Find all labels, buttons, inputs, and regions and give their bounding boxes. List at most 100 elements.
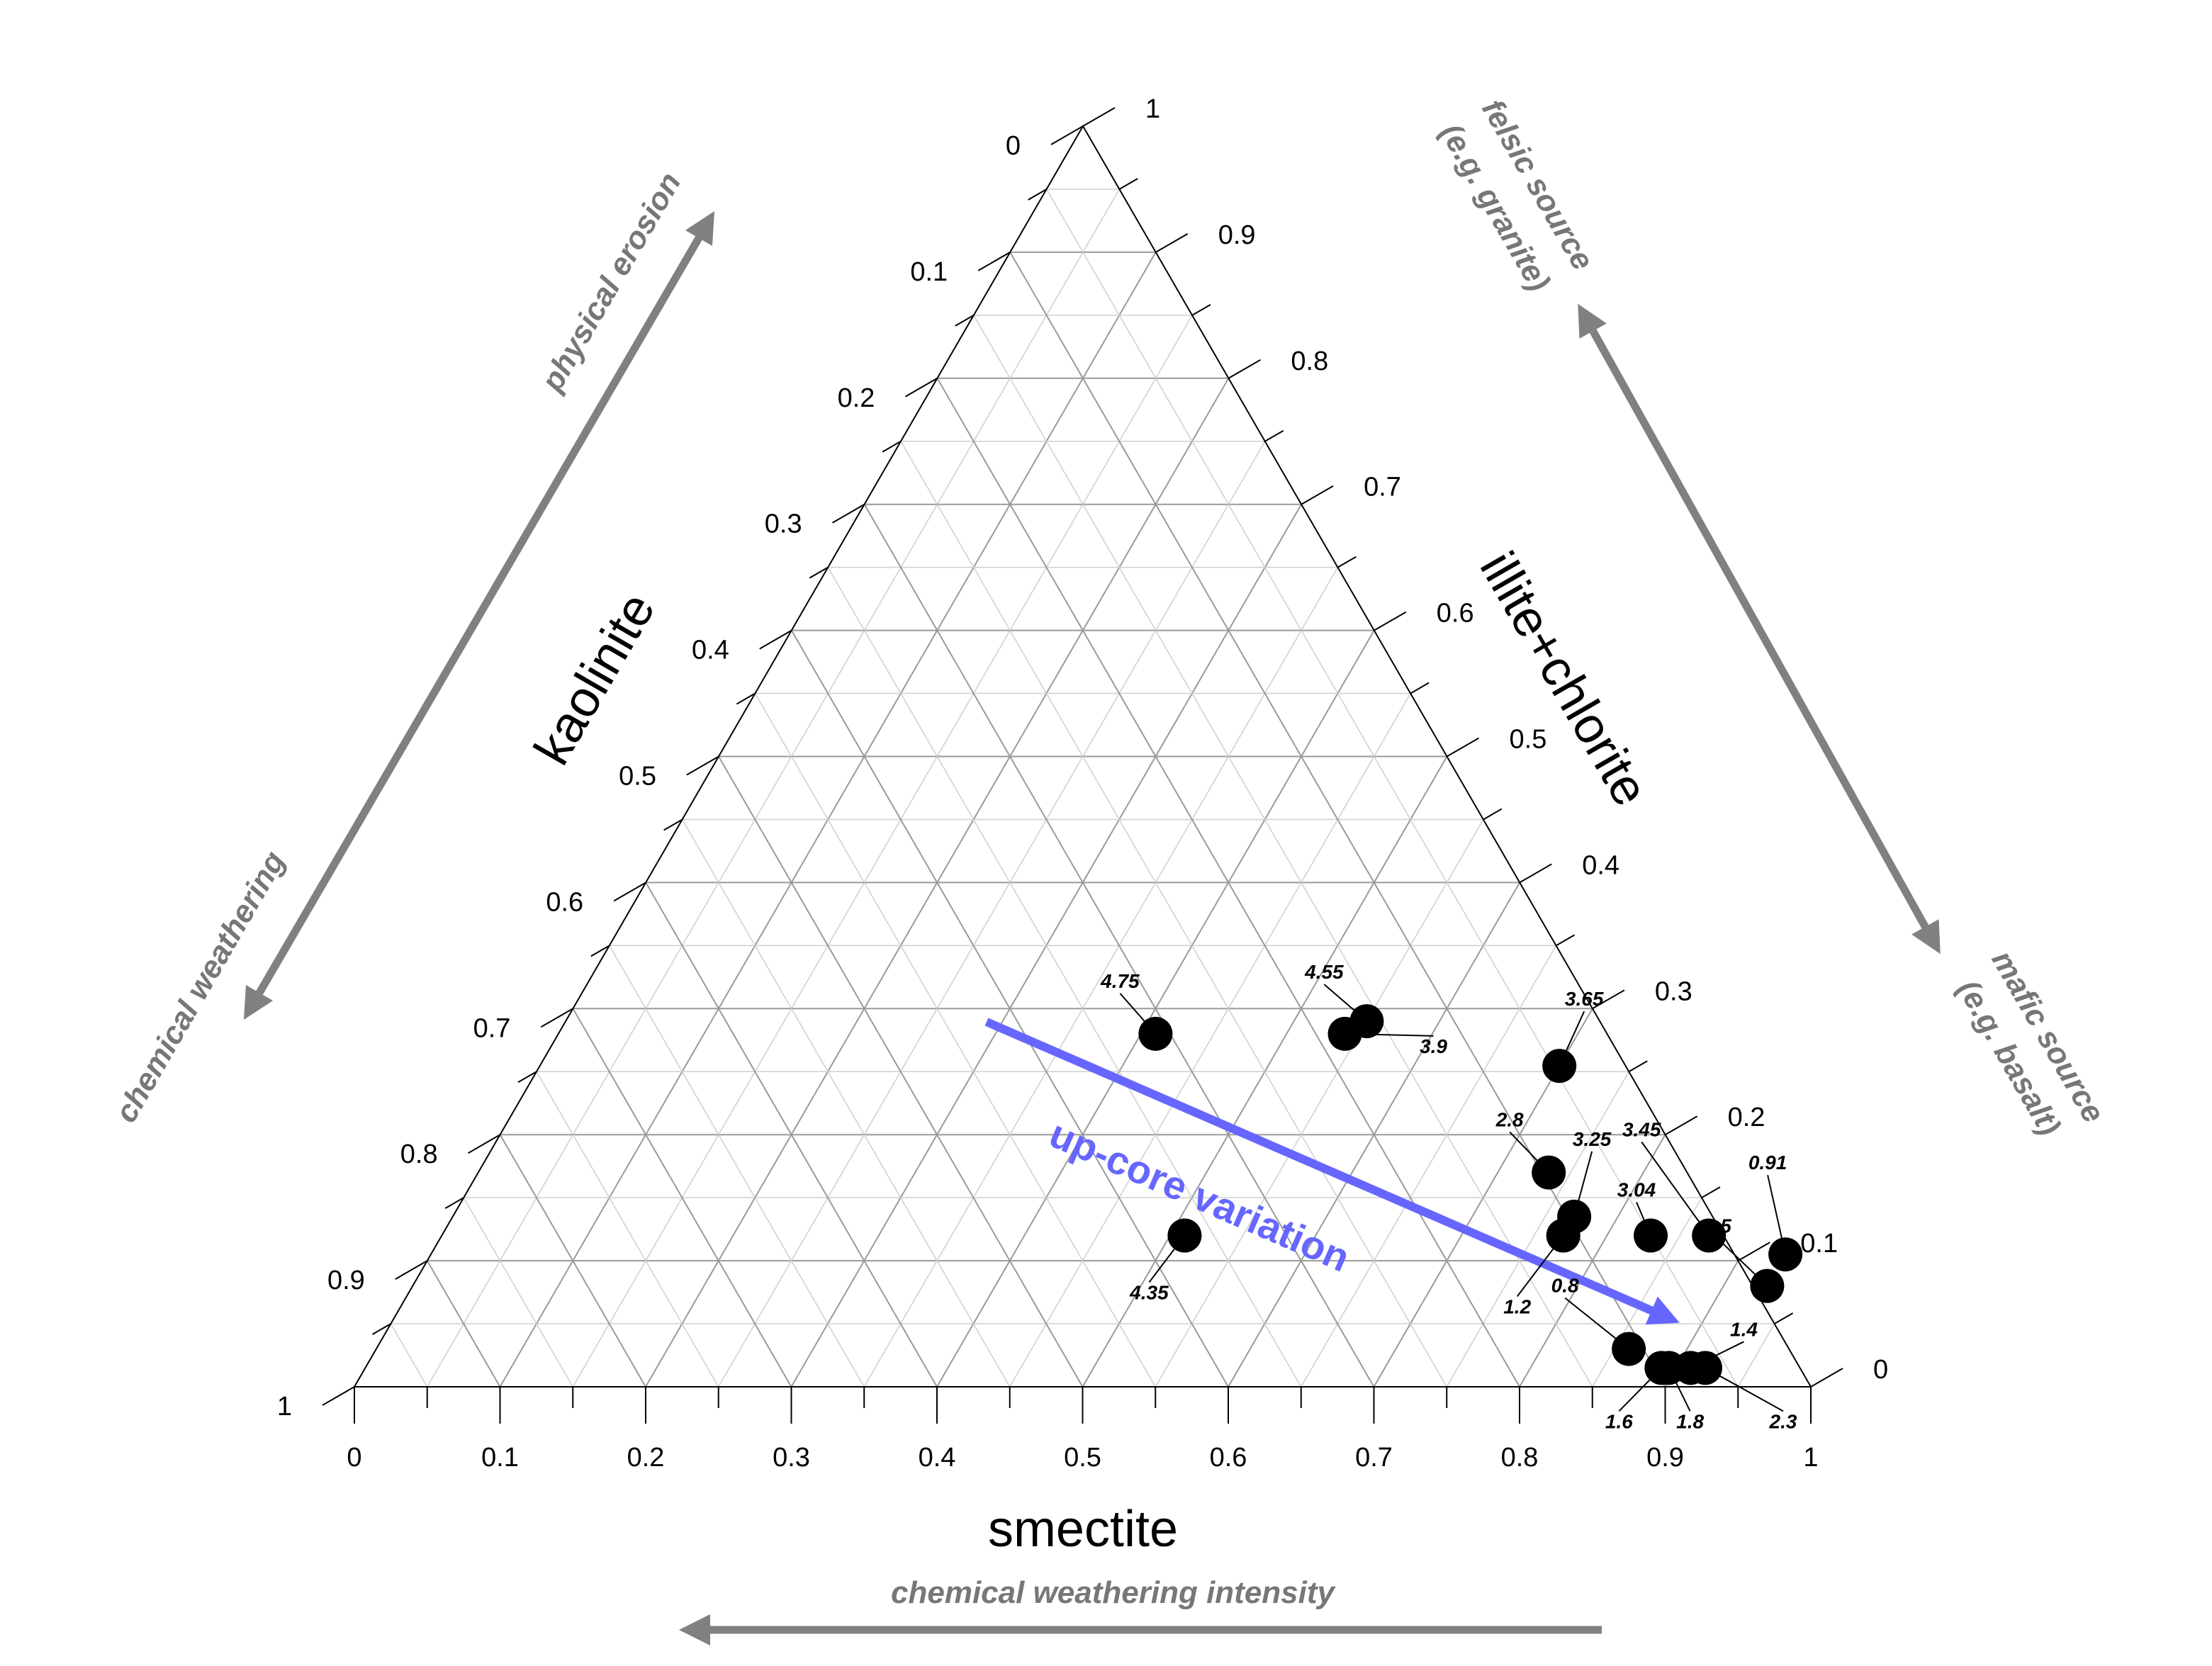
data-point-label: 1.6: [1605, 1410, 1633, 1432]
tick-illite-chlorite: [1665, 1115, 1698, 1136]
grid-line: [827, 567, 1302, 1388]
tick-label-kaolinite: 0: [1006, 131, 1021, 161]
grid-line: [390, 1323, 428, 1388]
grid-line: [1446, 1071, 1629, 1388]
grid-line: [463, 1197, 573, 1388]
tick-illite-chlorite: [1592, 989, 1625, 1010]
axis-title-illite-chlorite: illite+chlorite: [1469, 543, 1659, 816]
data-point-label: 3.9: [1420, 1035, 1447, 1057]
tick-label-kaolinite: 1: [277, 1392, 292, 1422]
tick-label-kaolinite: 0.3: [765, 510, 802, 539]
tick-kaolinite: [759, 629, 792, 650]
tick-label-kaolinite: 0.5: [619, 762, 656, 792]
tick-illite-chlorite: [1410, 682, 1430, 694]
grid-line: [1045, 188, 1739, 1388]
tick-label-smectite: 0.4: [919, 1443, 956, 1473]
grid-line: [572, 1008, 792, 1388]
tick-kaolinite: [1050, 125, 1084, 145]
data-point-label: 4.55: [1304, 961, 1344, 983]
data-point-label: 2.5: [1703, 1215, 1731, 1237]
tick-label-smectite: 0.2: [627, 1443, 665, 1473]
point-leader-line: [1148, 1234, 1186, 1283]
tick-kaolinite: [977, 252, 1011, 271]
point-leader-line: [1690, 1341, 1744, 1369]
tick-kaolinite: [517, 1071, 537, 1084]
tick-kaolinite: [955, 314, 975, 327]
grid-line: [1155, 819, 1484, 1388]
grid-line: [1737, 1323, 1775, 1388]
grid-line: [900, 441, 1447, 1388]
tick-label-kaolinite: 0.9: [327, 1266, 365, 1295]
axis-tick-labels: 0 0 0 0.1 0.1 0.1 0.2 0.2 0.2 0.3 0.3 0.3 0.4 0.4 0.4 0…: [277, 94, 1888, 1473]
data-point-label: 2.3: [1769, 1410, 1797, 1432]
tick-illite-chlorite: [1519, 863, 1552, 884]
data-point-label: 3.65: [1565, 988, 1604, 1010]
tick-illite-chlorite: [1446, 737, 1480, 758]
tick-illite-chlorite: [1155, 233, 1189, 253]
point-leader-line: [1717, 1237, 1768, 1287]
annotation-weathering-intensity: chemical weathering intensity: [891, 1575, 1336, 1610]
tick-illite-chlorite: [1082, 107, 1116, 127]
grid-line: [1301, 945, 1557, 1388]
tick-kaolinite: [882, 440, 902, 453]
tick-illite-chlorite: [1228, 359, 1261, 379]
tick-illite-chlorite: [1737, 1242, 1770, 1261]
tick-kaolinite: [322, 1386, 355, 1406]
tick-label-kaolinite: 0.6: [546, 887, 583, 917]
arrow-physical-erosion: [243, 210, 715, 1020]
tick-label-illite-chlorite: 0.8: [1291, 347, 1328, 376]
grid-line: [681, 819, 1011, 1388]
data-point-label: 1.4: [1730, 1318, 1758, 1340]
tick-label-kaolinite: 0.4: [692, 636, 729, 665]
tick-label-smectite: 1: [1803, 1443, 1818, 1473]
tick-illite-chlorite: [1337, 556, 1357, 568]
point-leader-line: [1516, 1234, 1564, 1298]
tick-illite-chlorite: [1301, 485, 1334, 505]
tick-label-illite-chlorite: 0.5: [1510, 725, 1547, 755]
point-leader-line: [1641, 1141, 1710, 1237]
tick-label-illite-chlorite: 1: [1145, 94, 1160, 124]
data-point-label: 0.91: [1748, 1152, 1787, 1173]
grid-line: [572, 315, 1193, 1388]
data-point-label: 1.8: [1676, 1410, 1704, 1432]
point-leader-line: [1509, 1131, 1549, 1173]
data-point-label: 2.8: [1495, 1109, 1524, 1131]
tick-label-illite-chlorite: 0.4: [1582, 850, 1619, 880]
tick-illite-chlorite: [1191, 303, 1211, 316]
tick-kaolinite: [444, 1197, 464, 1210]
tick-label-kaolinite: 0.8: [400, 1139, 438, 1169]
tick-label-smectite: 0.9: [1646, 1443, 1684, 1473]
annotation-arrows: [243, 210, 1941, 1645]
grid-line: [754, 693, 1156, 1388]
axis-title-smectite: smectite: [988, 1501, 1178, 1558]
point-leader-line: [1559, 1011, 1585, 1066]
data-point-label: 0.8: [1551, 1275, 1579, 1297]
data-point-labels: 4.75 4.55 3.9 3.65 4.35 2.8 3.25 1.2 3.04 3.45 0.9…: [1100, 961, 1797, 1432]
tick-illite-chlorite: [1264, 429, 1284, 442]
annotation-physical-erosion: physical erosion: [534, 167, 688, 398]
tick-kaolinite: [832, 503, 865, 524]
tick-kaolinite: [468, 1134, 501, 1154]
point-leader-line: [1119, 993, 1157, 1035]
tick-illite-chlorite: [1556, 934, 1576, 947]
point-leader-line: [1636, 1202, 1651, 1236]
point-leader-line: [1668, 1367, 1691, 1412]
grid-line: [863, 567, 1339, 1388]
tick-illite-chlorite: [1118, 178, 1138, 190]
data-point-label: 1.2: [1503, 1296, 1531, 1318]
tick-label-smectite: 0.3: [773, 1443, 810, 1473]
data-point-label: 4.35: [1129, 1282, 1169, 1304]
tick-kaolinite: [809, 566, 829, 579]
tick-label-illite-chlorite: 0.9: [1218, 220, 1256, 250]
tick-kaolinite: [736, 692, 756, 705]
tick-label-smectite: 0.6: [1210, 1443, 1247, 1473]
grid-line: [863, 504, 1375, 1388]
grid-line: [427, 188, 1120, 1388]
tick-label-smectite: 0.8: [1501, 1443, 1539, 1473]
data-point-label: 3.25: [1573, 1128, 1612, 1150]
data-point-label: 3.45: [1622, 1119, 1661, 1141]
grid-line: [426, 1260, 501, 1388]
tick-label-illite-chlorite: 0: [1873, 1355, 1888, 1385]
point-leader-line: [1564, 1297, 1629, 1350]
